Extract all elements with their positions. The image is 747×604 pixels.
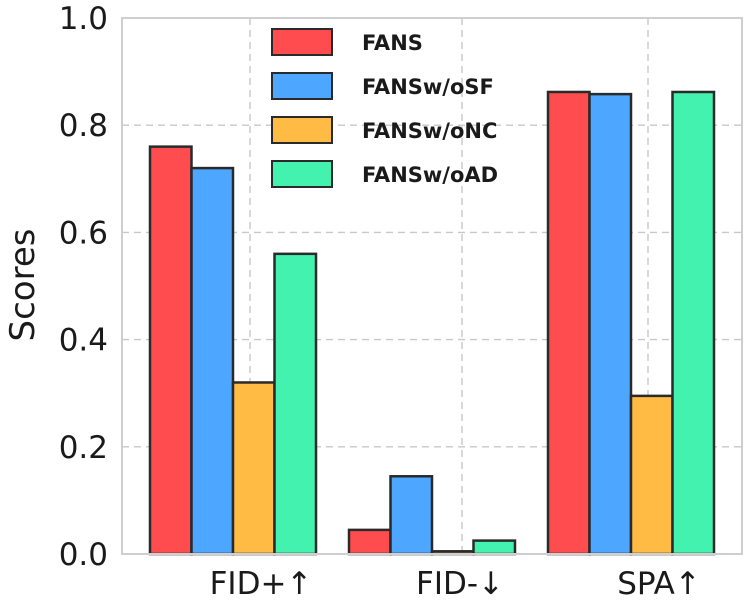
bars	[148, 90, 716, 556]
bar-fansw-oad-1	[472, 539, 517, 556]
legend-label: FANSw/oNC	[362, 119, 497, 143]
plot-frame	[121, 17, 743, 555]
y-tick-label: 0.4	[59, 323, 108, 359]
y-tick-label: 0.6	[59, 215, 108, 251]
y-tick-label: 1.0	[59, 1, 108, 37]
x-tick-label: FID+↑	[210, 566, 313, 602]
bar-fansw-osf-0	[190, 166, 235, 556]
y-tick-labels: 0.0 0.2 0.4 0.6 0.8 1.0	[59, 1, 108, 573]
bar-fans-1	[347, 528, 392, 556]
bar-fansw-oad-0	[273, 252, 318, 556]
bar-fansw-oad-2	[671, 90, 716, 556]
y-axis-title: Scores	[3, 229, 43, 342]
legend-swatch	[271, 116, 333, 144]
y-tick-label: 0.8	[59, 108, 108, 144]
y-tick-label: 0.2	[59, 430, 108, 466]
legend-swatch	[271, 160, 333, 188]
bar-fans-0	[148, 145, 193, 556]
legend-label: FANSw/oSF	[362, 75, 494, 99]
axes	[121, 17, 743, 555]
legend-swatch	[271, 28, 333, 56]
bar-fans-2	[546, 90, 591, 556]
bar-fansw-osf-2	[588, 92, 633, 556]
x-tick-labels: FID+↑ FID-↓ SPA↑	[210, 566, 701, 602]
bar-fansw-onc-2	[629, 394, 674, 556]
legend: FANS FANSw/oSF FANSw/oNC FANSw/oAD	[271, 28, 498, 188]
x-tick-label: FID-↓	[416, 566, 504, 602]
legend-label: FANS	[362, 31, 423, 55]
legend-swatch	[271, 72, 333, 100]
bar-fansw-osf-1	[389, 475, 434, 556]
x-tick-label: SPA↑	[617, 566, 701, 602]
bar-fansw-onc-0	[231, 381, 276, 556]
y-tick-label: 0.0	[59, 537, 108, 573]
legend-label: FANSw/oAD	[362, 163, 498, 187]
